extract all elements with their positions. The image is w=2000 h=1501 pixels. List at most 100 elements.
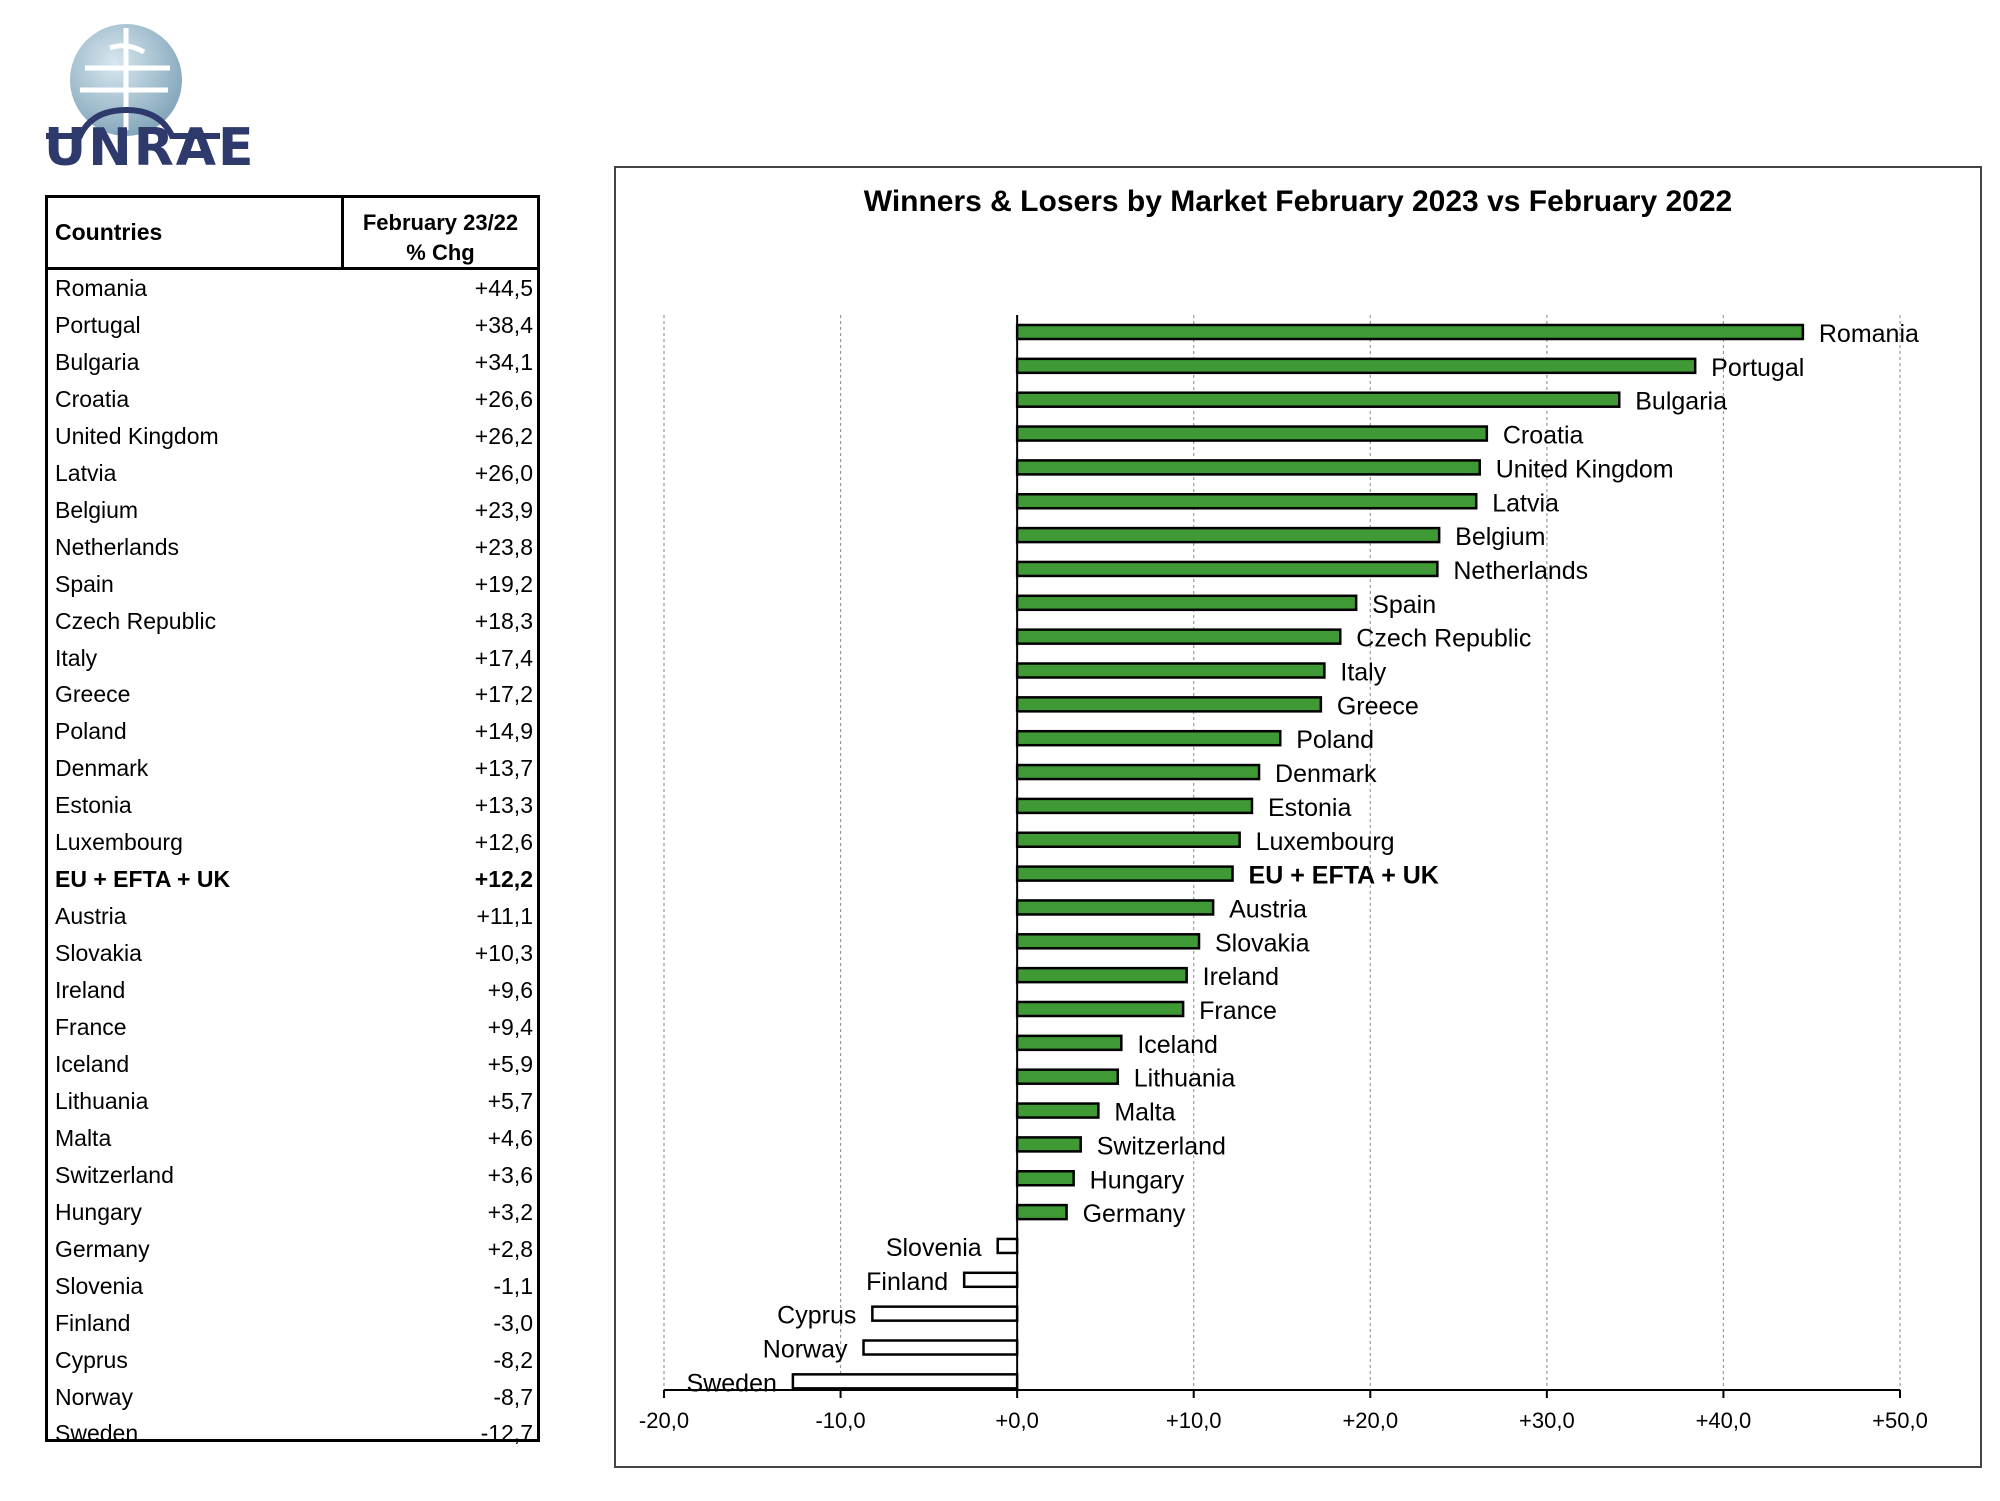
table-row: Slovenia -1,1	[48, 1268, 537, 1304]
bar-label: France	[1199, 997, 1277, 1025]
table-cell-change: +14,9	[474, 718, 533, 745]
bar-label: Hungary	[1090, 1166, 1185, 1194]
table-cell-country: Hungary	[55, 1198, 142, 1225]
table-row: Ireland +9,6	[48, 972, 537, 1008]
table-cell-change: +38,4	[474, 311, 533, 338]
table-cell-change: +23,9	[474, 496, 533, 523]
table-cell-change: +13,7	[474, 755, 533, 782]
bar-label: Czech Republic	[1356, 625, 1531, 653]
table-row: Spain +19,2	[48, 566, 537, 602]
bar	[1015, 628, 1342, 645]
table-cell-country: Bulgaria	[55, 348, 140, 375]
table-cell-country: Czech Republic	[55, 607, 217, 634]
bar-label: United Kingdom	[1496, 455, 1674, 483]
bar	[1015, 1000, 1185, 1018]
bar-label: Greece	[1337, 692, 1419, 720]
bar	[1015, 594, 1358, 612]
table-cell-country: Netherlands	[55, 533, 180, 560]
bar-label: Lithuania	[1134, 1065, 1236, 1093]
table-cell-change: -12,7	[480, 1420, 533, 1447]
table-cell-country: Greece	[55, 681, 131, 708]
chart-title: Winners & Losers by Market February 2023…	[863, 185, 1733, 218]
table-cell-country: Belgium	[55, 496, 139, 523]
bar	[1015, 763, 1261, 781]
table-cell-change: +4,6	[487, 1124, 533, 1151]
x-tick-label: +10,0	[1166, 1408, 1222, 1433]
x-tick-label: +40,0	[1696, 1408, 1752, 1433]
table-cell-country: EU + EFTA + UK	[55, 866, 231, 893]
table-row: Bulgaria +34,1	[48, 344, 537, 380]
table-row: Slovakia +10,3	[48, 935, 537, 971]
chart-frame	[614, 166, 1982, 1468]
bar	[1015, 933, 1201, 950]
table-row: Germany +2,8	[48, 1231, 537, 1267]
bar-label: Slovenia	[886, 1234, 982, 1262]
bar-label: Luxembourg	[1256, 828, 1395, 856]
bar-label: EU + EFTA + UK	[1249, 862, 1439, 890]
table-row: Hungary +3,2	[48, 1194, 537, 1230]
table-cell-country: Sweden	[55, 1420, 139, 1447]
table-cell-change: -1,1	[493, 1272, 533, 1299]
column-header-countries: Countries	[55, 219, 163, 245]
table-cell-country: Denmark	[55, 755, 149, 782]
bar-label: Malta	[1114, 1099, 1175, 1127]
x-tick-label: -10,0	[815, 1408, 865, 1433]
table-row: Cyprus -8,2	[48, 1342, 537, 1378]
table-header: Countries February 23/22 % Chg	[48, 198, 537, 270]
table-row: Latvia +26,0	[48, 455, 537, 491]
table-row: Norway -8,7	[48, 1379, 537, 1415]
table-cell-country: Lithuania	[55, 1087, 149, 1114]
table-cell-change: +2,8	[487, 1235, 533, 1262]
table-cell-country: Estonia	[55, 792, 132, 819]
bar	[1015, 831, 1241, 848]
table-cell-country: Luxembourg	[55, 829, 183, 856]
bar-label: Croatia	[1503, 422, 1584, 450]
table-cell-country: Switzerland	[55, 1161, 174, 1188]
table-row: Estonia +13,3	[48, 787, 537, 823]
table-cell-change: +3,2	[487, 1198, 533, 1225]
table-row: Romania +44,5	[48, 270, 537, 306]
table-row: Malta +4,6	[48, 1120, 537, 1156]
countries-table: Countries February 23/22 % Chg Romania +4…	[45, 195, 540, 1446]
bar	[1015, 391, 1621, 408]
bar-label: Portugal	[1711, 354, 1804, 382]
x-tick-label: +50,0	[1872, 1408, 1928, 1433]
bar	[1015, 662, 1326, 679]
bar-label: Estonia	[1268, 794, 1351, 822]
bar-label: Latvia	[1492, 489, 1559, 517]
globe-logo-icon	[46, 24, 220, 139]
bar	[1015, 1034, 1123, 1052]
table-row: United Kingdom +26,2	[48, 418, 537, 454]
table-cell-change: +10,3	[474, 940, 533, 967]
table-row: Italy +17,4	[48, 640, 537, 676]
bar	[871, 1305, 1019, 1322]
table-cell-change: +9,4	[487, 1014, 533, 1040]
table-cell-country: Spain	[55, 570, 114, 597]
table-cell-change: +9,6	[487, 977, 533, 1004]
table-cell-country: Finland	[55, 1309, 131, 1336]
table-cell-country: Slovakia	[55, 940, 142, 967]
bar	[1015, 425, 1489, 442]
table-cell-change: +17,4	[474, 644, 533, 671]
bar-label: Netherlands	[1453, 557, 1588, 585]
bar	[1015, 899, 1215, 916]
bar-label: Bulgaria	[1635, 388, 1727, 416]
bar	[1015, 696, 1323, 713]
table-row: Denmark +13,7	[48, 750, 537, 786]
table-cell-country: Malta	[55, 1124, 112, 1151]
bar-label: Spain	[1372, 591, 1436, 619]
bar	[1015, 323, 1805, 341]
table-row: Lithuania +5,7	[48, 1083, 537, 1119]
bar-label: Germany	[1083, 1200, 1186, 1228]
table-cell-change: +17,2	[474, 681, 533, 708]
bar	[1015, 1203, 1068, 1221]
table-cell-country: Romania	[55, 275, 148, 301]
table-cell-change: +12,6	[474, 829, 533, 856]
bar	[1015, 357, 1697, 375]
table-row: Iceland +5,9	[48, 1046, 537, 1082]
bar	[1015, 526, 1441, 544]
bar	[1015, 865, 1234, 882]
table-cell-change: +18,3	[474, 607, 533, 634]
table-cell-change: +11,1	[476, 903, 534, 930]
bar	[1015, 966, 1188, 984]
